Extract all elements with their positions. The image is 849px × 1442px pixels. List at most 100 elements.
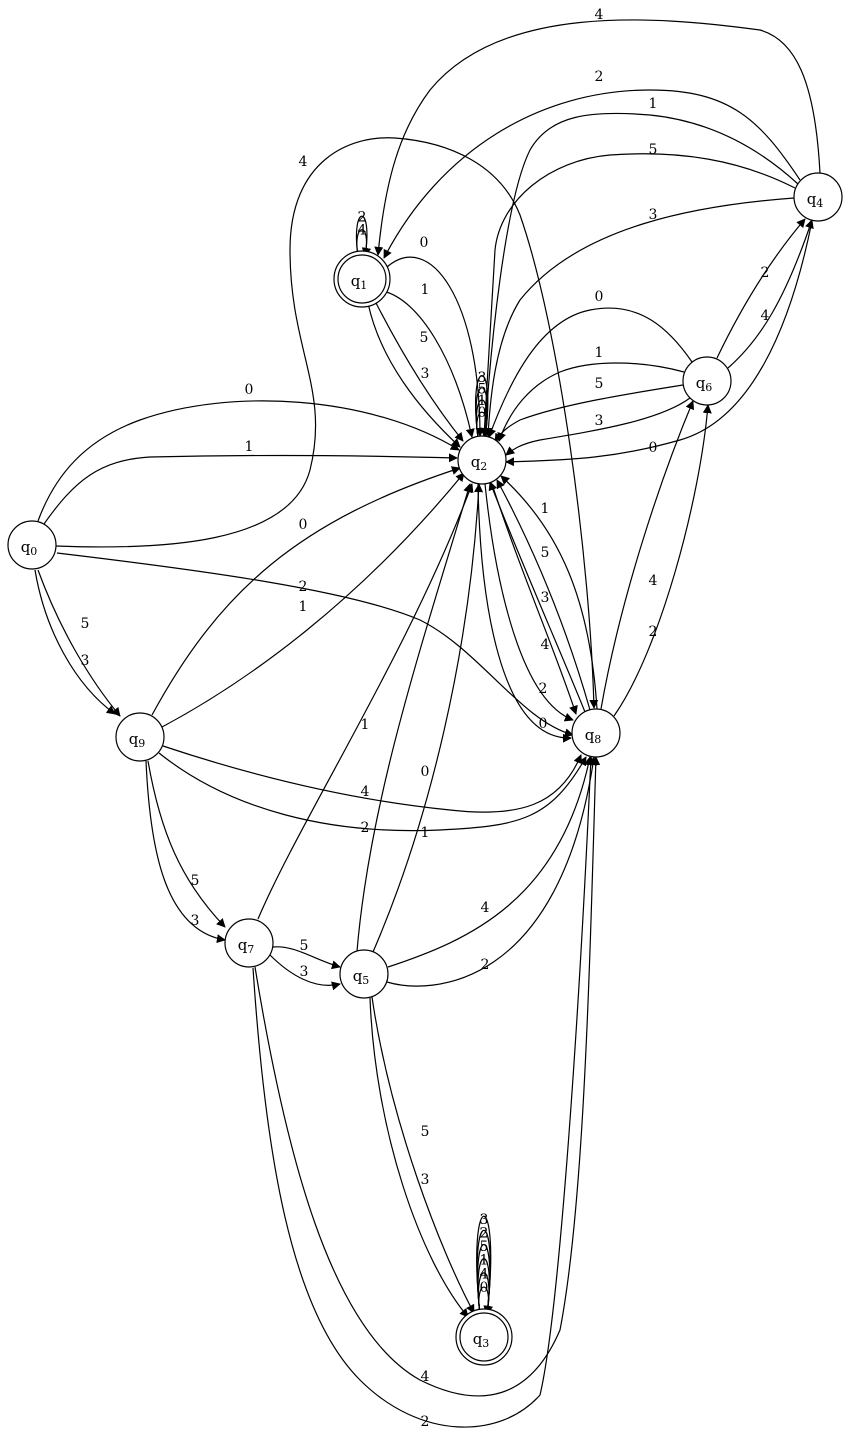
state-q1: q1 [333,250,391,308]
transition-labels-layer: 0142530153420421530014253015324153421534… [81,7,770,1430]
transition-q6-q2-0 [487,307,693,438]
transition-label-q6-q2: 3 [595,413,604,429]
transition-q7-q8-4 [254,756,601,1397]
transition-label-q6-q4: 4 [761,308,770,324]
transition-label-q0-q8: 2 [299,579,308,595]
transition-label-q2-q8: 2 [539,681,548,697]
transition-label-q5-q3: 3 [421,1172,430,1188]
transition-label-q0-q9: 3 [81,653,90,669]
transition-q9-q7-3 [145,760,226,944]
transition-label-q2-q8: 0 [539,716,548,732]
transition-q0-q1-4 [55,137,599,709]
state-q5: q5 [339,949,389,999]
transition-label-q4-q2: 5 [649,142,658,158]
state-circle [224,918,274,968]
transition-q5-q2-0 [356,483,472,952]
transition-label-q8-q6: 4 [649,573,658,589]
state-q2: q2 [457,435,507,485]
state-circle [571,708,621,758]
transition-q2-q8-0 [477,483,572,743]
transition-label-q6-q2: 0 [595,289,604,305]
state-circle [682,356,732,406]
transition-q9-q2-0 [151,466,461,716]
transition-q9-q8-4 [162,745,583,813]
state-circle [339,949,389,999]
transition-q5-q2-1 [372,483,484,953]
transition-label-q1-q2: 0 [420,235,429,251]
transition-q7-q5-3 [269,954,341,991]
state-label: q2 [471,453,488,473]
transition-label-q7-q8: 2 [421,1414,430,1430]
transition-label-q0-q2: 1 [245,439,254,455]
self-loop-label-q2: 3 [478,370,487,386]
state-q7: q7 [224,918,274,968]
state-circle [337,254,387,304]
transition-label-q7-q5: 3 [300,964,309,980]
self-loop-q1-2 [355,215,371,257]
transition-label-q2-q8: 4 [541,637,550,653]
transition-q5-q8-2 [386,756,598,987]
transition-label-q0-q2: 0 [245,382,254,398]
self-loop-label-q3: 0 [480,1280,489,1296]
transition-q8-q2-5 [496,479,591,711]
state-circle [7,520,57,570]
transition-q6-q2-5 [494,384,684,443]
self-loop-label-q1: 4 [358,223,367,239]
self-loop-label-q3: 4 [480,1266,489,1282]
transition-label-q4-q1: 2 [595,69,604,85]
state-circle [457,435,507,485]
transition-q8-q6-4 [600,400,695,710]
transition-label-q9-q7: 5 [191,873,200,889]
transition-q0-q2-1 [43,453,458,525]
transition-label-q5-q8: 4 [481,900,490,916]
transitions-layer [34,19,821,1428]
transition-label-q5-q2: 0 [421,764,430,780]
transition-q2-q8-2 [484,483,574,722]
transition-label-q8-q2: 3 [541,590,550,606]
state-q6: q6 [682,356,732,406]
transition-q4-q1-2 [383,89,801,259]
transition-q1-q2-3 [367,302,461,448]
state-label: q4 [807,190,824,210]
transition-label-q5-q3: 5 [421,1124,430,1140]
self-loop-label-q3: 5 [480,1239,489,1255]
transition-q6-q4-4 [727,219,814,369]
self-loop-label-q2: 0 [478,405,487,421]
state-label: q1 [351,272,368,292]
transition-q5-q3-5 [371,996,475,1314]
transition-label-q4-q2: 3 [649,207,658,223]
self-loop-label-q3: 2 [480,1225,489,1241]
transition-label-q9-q8: 2 [361,820,370,836]
transition-q6-q2-3 [505,397,691,456]
transition-q4-q2-5 [479,153,796,437]
transition-label-q7-q2: 1 [361,717,370,733]
transition-q7-q8-2 [252,756,596,1428]
self-loop-q3-3 [476,1215,493,1315]
state-circle [459,1312,509,1362]
transition-label-q1-q2: 1 [421,282,430,298]
transition-label-q5-q8: 2 [481,957,490,973]
transition-q0-q9-5 [37,569,121,717]
transition-q4-q2-3 [483,197,795,437]
transition-q6-q2-1 [497,362,685,442]
state-q9: q9 [115,712,165,762]
transition-q5-q8-4 [387,756,593,968]
transition-q4-q2-0 [505,220,813,467]
state-circle [115,712,165,762]
state-circle [793,172,843,222]
transition-label-q6-q2: 1 [595,345,604,361]
transition-label-q0-q9: 5 [81,616,90,632]
state-q4: q4 [793,172,843,222]
transition-label-q4-q2: 0 [649,440,658,456]
transition-q9-q2-1 [161,472,465,728]
transition-q1-q2-5 [374,300,464,442]
state-q3: q3 [455,1308,513,1366]
transition-q0-q9-3 [34,569,116,715]
transition-label-q4-q2: 1 [649,96,658,112]
state-label: q8 [585,726,602,746]
state-label: q6 [696,374,713,394]
self-loop-label-q2: 1 [478,393,487,409]
self-loop-q2-3 [475,375,491,438]
transition-label-q9-q2: 1 [299,599,308,615]
